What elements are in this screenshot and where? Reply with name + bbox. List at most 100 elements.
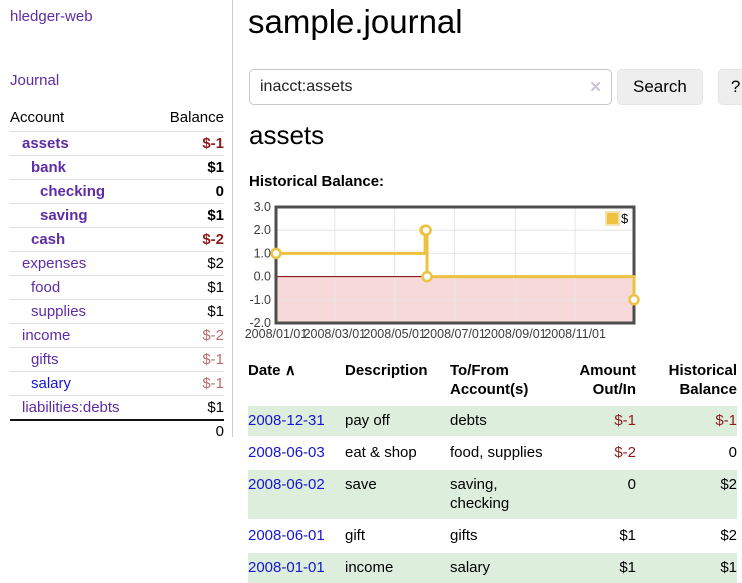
y-tick-label: 2.0 [254,223,271,237]
y-tick-label: 0.0 [254,270,271,284]
transaction-date-link[interactable]: 2008-01-01 [248,559,325,576]
account-link-liabilities-debts[interactable]: liabilities:debts [22,399,120,416]
accounts-total-value: 0 [117,419,224,443]
sidebar-nav: Journal [10,72,232,89]
account-row: income $-2 [10,323,224,348]
sidebar: hledger-web Journal Account Balance asse… [0,0,233,443]
transaction-accounts: saving, checking [450,468,562,520]
account-name-cell: food [10,275,117,300]
transaction-date-cell: 2008-06-03 [248,436,345,469]
balance-chart-svg: $3.0 2.0 1.0 0.0 -1.0 -2.02008/01/012008/03/0… [245,200,640,341]
account-row: gifts $-1 [10,347,224,372]
account-link-salary[interactable]: salary [31,375,72,392]
account-link-gifts[interactable]: gifts [31,351,59,368]
account-name-cell: gifts [10,347,117,372]
date-header-label: Date [248,362,281,379]
y-tick-label: 1.0 [254,246,271,260]
transaction-date-cell: 2008-06-02 [248,468,345,520]
x-tick-label: 2008/05/01 [363,327,426,341]
transaction-balance: $2 [636,468,737,520]
y-tick-label: 3.0 [254,200,271,214]
account-balance: 0 [117,179,224,204]
legend-swatch [605,211,620,226]
transaction-description: pay off [345,404,450,437]
sort-by-date[interactable]: Date ∧ [248,362,296,379]
nav-journal-link[interactable]: Journal [10,72,60,89]
account-name-cell: liabilities:debts [10,395,120,420]
app-title-link[interactable]: hledger-web [10,8,93,25]
x-tick-label: 2008/07/01 [423,327,486,341]
account-link-bank[interactable]: bank [31,159,67,176]
account-balance: $2 [117,251,224,276]
register-row: 2008-12-31 pay off debts $-1 $-1 [248,404,737,437]
transaction-accounts: gifts [450,519,562,552]
transaction-date-link[interactable]: 2008-12-31 [248,412,325,429]
transaction-date-link[interactable]: 2008-06-01 [248,527,325,544]
help-button[interactable]: ? [717,69,742,105]
account-name-cell: assets [10,131,117,156]
transaction-date-cell: 2008-12-31 [248,404,345,437]
transaction-balance: $-1 [636,404,737,437]
transaction-date-link[interactable]: 2008-06-03 [248,444,325,461]
transaction-balance: 0 [636,436,737,469]
register-table: Date ∧ Description To/From Account(s) Am… [248,356,737,583]
account-link-checking[interactable]: checking [40,183,106,200]
account-link-saving[interactable]: saving [40,207,88,224]
account-link-food[interactable]: food [31,279,61,296]
account-heading: assets [249,120,325,150]
transaction-amount: $-1 [562,404,636,437]
account-balance: $1 [117,275,224,300]
account-balance: $1 [117,299,224,324]
account-row: salary $-1 [10,371,224,396]
account-link-supplies[interactable]: supplies [31,303,87,320]
transaction-description: income [345,551,450,583]
page-title: sample.journal [248,3,463,40]
account-row: supplies $1 [10,299,224,324]
x-tick-label: 2008/01/01 [245,327,308,341]
data-point [270,247,282,260]
account-balance: $-1 [117,347,224,372]
account-name-cell: supplies [10,299,117,324]
legend-label: $ [621,211,629,226]
account-row: bank $1 [10,155,224,180]
account-name-cell: cash [10,227,117,252]
register-row: 2008-06-01 gift gifts $1 $2 [248,519,737,552]
transaction-amount: 0 [562,468,636,520]
account-row: liabilities:debts $1 [10,395,224,420]
transaction-date-cell: 2008-06-01 [248,519,345,552]
account-row: food $1 [10,275,224,300]
account-balance: $1 [117,395,224,420]
account-name-cell: bank [10,155,117,180]
data-point [420,224,432,236]
search-button[interactable]: Search [617,69,703,105]
search-input[interactable] [249,69,612,105]
transaction-balance: $1 [636,551,737,583]
transaction-description: gift [345,519,450,552]
account-link-income[interactable]: income [22,327,71,344]
account-name-cell: saving [10,203,117,228]
account-row: saving $1 [10,203,224,228]
transaction-accounts: food, supplies [450,436,562,469]
account-name-cell: checking [10,179,117,204]
register-row: 2008-06-03 eat & shop food, supplies $-2 0 [248,436,737,469]
plot-border [274,205,636,325]
transaction-amount: $1 [562,519,636,552]
transaction-date-cell: 2008-01-01 [248,551,345,583]
sort-asc-icon: ∧ [284,362,296,379]
account-link-assets[interactable]: assets [22,135,69,152]
transaction-description: save [345,468,450,520]
y-tick-label: -1.0 [249,293,271,307]
account-link-expenses[interactable]: expenses [22,255,87,272]
account-balance: $-1 [117,371,224,396]
data-point [628,294,640,306]
clear-search-icon[interactable]: ✕ [589,79,602,96]
account-link-cash[interactable]: cash [31,231,66,248]
x-tick-label: 2008/03/01 [304,327,367,341]
app-title: hledger-web [10,8,232,25]
register-row: 2008-01-01 income salary $1 $1 [248,551,737,583]
transaction-date-link[interactable]: 2008-06-02 [248,476,325,493]
account-row: assets $-1 [10,131,224,156]
register-header-row: Date ∧ Description To/From Account(s) Am… [248,356,737,405]
account-balance: $-1 [117,131,224,156]
accounts-header-row: Account Balance [10,105,224,132]
